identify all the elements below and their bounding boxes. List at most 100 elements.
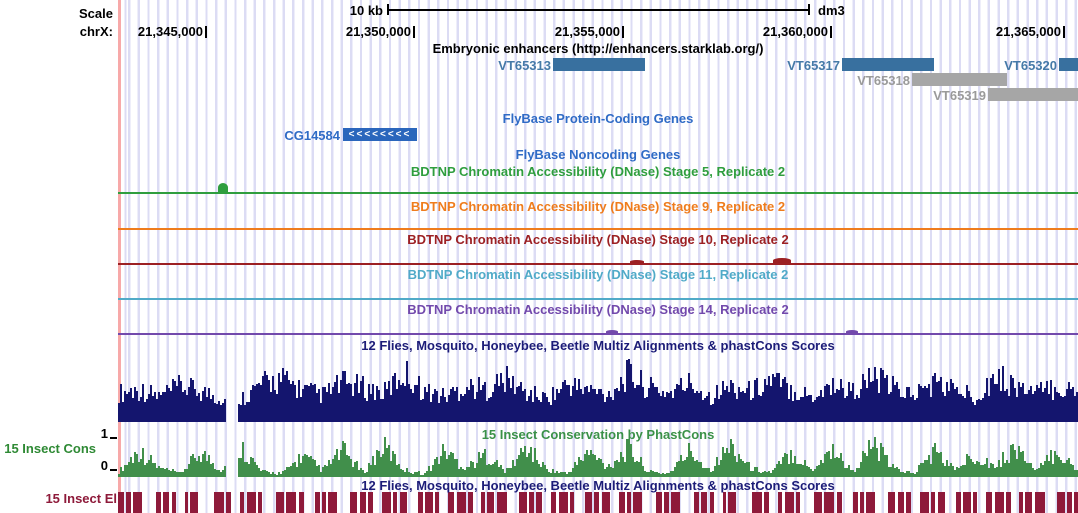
histogram-bar <box>940 377 942 422</box>
histogram-bar <box>410 472 412 477</box>
histogram-bar <box>442 388 444 422</box>
histogram-bar <box>222 403 224 422</box>
histogram-bar <box>474 399 476 422</box>
elements-track-left-label[interactable]: 15 Insect El <box>45 491 117 506</box>
enhancer-box[interactable] <box>988 88 1078 101</box>
histogram-bar <box>196 460 198 477</box>
enhancer-box[interactable] <box>912 73 1007 86</box>
flybase-pc-track-title[interactable]: FlyBase Protein-Coding Genes <box>502 111 694 126</box>
histogram-bar <box>928 383 930 422</box>
enhancers-track-title[interactable]: Embryonic enhancers (http://enhancers.st… <box>432 41 764 56</box>
bdtnp-signal-baseline[interactable] <box>118 228 1078 230</box>
histogram-bar <box>162 468 164 477</box>
histogram-bar <box>506 468 508 477</box>
histogram-bar <box>756 377 758 422</box>
histogram-bar <box>414 472 416 477</box>
histogram-bar <box>704 397 706 422</box>
multiz-elements-track-title[interactable]: 12 Flies, Mosquito, Honeybee, Beetle Mul… <box>361 478 835 493</box>
conserved-element-block <box>481 492 485 513</box>
track-plot-area[interactable]: 10 kb dm3 21,345,000 21,350,000 21,355,000… <box>118 0 1078 513</box>
histogram-bar <box>522 452 524 477</box>
histogram-bar <box>916 398 918 422</box>
bdtnp-track-title[interactable]: BDTNP Chromatin Accessibility (DNase) St… <box>407 232 789 247</box>
multiz-conservation-histogram[interactable] <box>118 354 1078 422</box>
histogram-bar <box>250 457 252 477</box>
histogram-bar <box>1044 388 1046 422</box>
histogram-bar <box>494 461 496 477</box>
phastcons-histogram[interactable] <box>118 437 1078 477</box>
conserved-element-block <box>602 492 610 513</box>
bdtnp-signal-baseline[interactable] <box>118 298 1078 300</box>
bdtnp-track-title[interactable]: BDTNP Chromatin Accessibility (DNase) St… <box>410 199 786 214</box>
histogram-bar <box>986 378 988 422</box>
scalebar-right-cap <box>808 4 810 15</box>
histogram-bar <box>248 401 250 422</box>
histogram-bar <box>160 394 162 422</box>
histogram-bar <box>482 384 484 422</box>
ruler-tick-mark <box>205 26 207 38</box>
histogram-bar <box>264 371 266 422</box>
histogram-bar <box>894 467 896 477</box>
histogram-bar <box>1046 454 1048 477</box>
histogram-bar <box>490 397 492 422</box>
histogram-bar <box>808 395 810 422</box>
conserved-element-block <box>497 492 507 513</box>
histogram-bar <box>954 389 956 422</box>
histogram-bar <box>672 398 674 422</box>
histogram-bar <box>682 460 684 477</box>
histogram-bar <box>750 400 752 422</box>
histogram-bar <box>258 467 260 477</box>
histogram-bar <box>160 468 162 477</box>
histogram-bar <box>1020 386 1022 422</box>
histogram-bar <box>122 471 124 477</box>
histogram-bar <box>190 456 192 477</box>
histogram-bar <box>546 396 548 422</box>
histogram-bar <box>720 395 722 422</box>
cons-axis-max-tick <box>110 437 117 439</box>
histogram-bar <box>542 462 544 477</box>
histogram-bar <box>460 466 462 477</box>
bdtnp-track-title[interactable]: BDTNP Chromatin Accessibility (DNase) St… <box>407 267 789 282</box>
histogram-bar <box>406 468 408 477</box>
histogram-bar <box>430 470 432 477</box>
enhancer-label[interactable]: VT65320 <box>1004 58 1057 73</box>
cons-track-left-label[interactable]: 15 Insect Cons <box>4 441 96 456</box>
histogram-bar <box>884 378 886 422</box>
histogram-bar <box>298 380 300 422</box>
enhancer-label[interactable]: VT65317 <box>787 58 840 73</box>
histogram-bar <box>446 459 448 477</box>
bdtnp-signal-baseline[interactable] <box>118 263 1078 265</box>
cons-axis-min: 0 <box>100 458 108 473</box>
enhancer-label[interactable]: VT65313 <box>498 58 551 73</box>
histogram-bar <box>902 472 904 477</box>
gene-box[interactable]: <<<<<<<< <box>343 128 417 141</box>
histogram-bar <box>266 374 268 422</box>
enhancer-label[interactable]: VT65319 <box>933 88 986 103</box>
histogram-bar <box>640 369 642 422</box>
histogram-bar <box>636 461 638 477</box>
gene-label[interactable]: CG14584 <box>284 128 340 143</box>
enhancer-box[interactable] <box>1059 58 1078 71</box>
bdtnp-signal-baseline[interactable] <box>118 192 1078 194</box>
histogram-bar <box>734 393 736 422</box>
bdtnp-track-title[interactable]: BDTNP Chromatin Accessibility (DNase) St… <box>410 164 786 179</box>
histogram-bar <box>860 462 862 477</box>
conserved-element-block <box>163 492 169 513</box>
histogram-bar <box>306 454 308 477</box>
flybase-nc-track-title[interactable]: FlyBase Noncoding Genes <box>515 147 681 162</box>
enhancer-label[interactable]: VT65318 <box>857 73 910 88</box>
histogram-bar <box>778 460 780 477</box>
bdtnp-signal-baseline[interactable] <box>118 333 1078 335</box>
histogram-bar <box>610 397 612 422</box>
phastcons-track-title[interactable]: 15 Insect Conservation by PhastCons <box>481 427 715 442</box>
histogram-bar <box>384 381 386 422</box>
bdtnp-track-title[interactable]: BDTNP Chromatin Accessibility (DNase) St… <box>407 302 789 317</box>
enhancer-box[interactable] <box>553 58 645 71</box>
histogram-bar <box>862 374 864 422</box>
histogram-bar <box>792 400 794 422</box>
multiz-track-title[interactable]: 12 Flies, Mosquito, Honeybee, Beetle Mul… <box>361 338 835 353</box>
histogram-bar <box>918 383 920 422</box>
conserved-elements-track[interactable] <box>118 492 1078 513</box>
histogram-bar <box>148 394 150 422</box>
enhancer-box[interactable] <box>842 58 934 71</box>
